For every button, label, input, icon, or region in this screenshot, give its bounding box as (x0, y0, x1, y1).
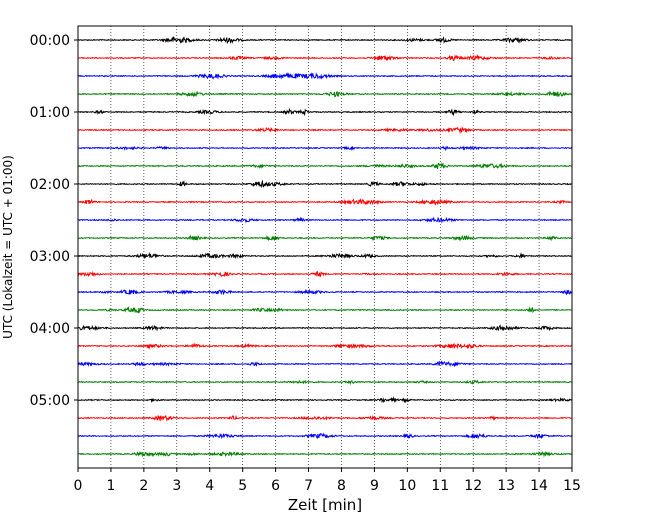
x-tick-label: 8 (337, 478, 346, 494)
x-axis-ticks: 0 1 2 3 4 5 6 7 8 9 10 11 12 13 14 15 (74, 468, 581, 494)
x-tick-label: 5 (238, 478, 247, 494)
trace-line (77, 179, 573, 188)
x-tick-label: 9 (370, 478, 379, 494)
trace-line (77, 145, 573, 152)
trace-line (77, 234, 573, 242)
x-tick-label: 6 (271, 478, 280, 494)
y-tick-label: 01:00 (30, 105, 70, 121)
x-tick-label: 2 (139, 478, 148, 494)
trace-line (77, 107, 573, 117)
trace-line (77, 54, 573, 62)
seismic-traces (77, 36, 573, 458)
trace-line (77, 432, 573, 440)
trace-line (77, 414, 573, 422)
trace-line (77, 379, 573, 386)
trace-line (77, 270, 573, 278)
x-tick-label: 12 (464, 478, 482, 494)
x-tick-label: 4 (205, 478, 214, 494)
x-tick-label: 15 (563, 478, 581, 494)
trace-line (77, 288, 573, 296)
x-tick-label: 3 (172, 478, 181, 494)
trace-line (77, 360, 573, 368)
plot-frame (77, 25, 573, 469)
trace-line (77, 90, 573, 98)
trace-line (77, 161, 573, 170)
x-tick-label: 11 (431, 478, 449, 494)
trace-line (77, 36, 573, 45)
x-tick-label: 7 (304, 478, 313, 494)
x-axis-label: Zeit [min] (288, 496, 362, 514)
y-tick-label: 02:00 (30, 177, 70, 193)
trace-line (77, 342, 573, 350)
trace-line (77, 324, 573, 332)
y-axis-label: UTC (Lokalzeit = UTC + 01:00) (1, 155, 15, 339)
x-tick-label: 13 (497, 478, 515, 494)
trace-line (77, 126, 573, 135)
trace-line (77, 450, 573, 458)
trace-line (77, 216, 573, 224)
x-tick-label: 1 (106, 478, 115, 494)
y-tick-label: 04:00 (30, 321, 70, 337)
trace-line (77, 252, 573, 260)
trace-line (77, 396, 573, 404)
y-axis-ticks: 00:00 01:00 02:00 03:00 04:00 05:00 (30, 33, 78, 409)
y-tick-label: 03:00 (30, 249, 70, 265)
x-tick-label: 14 (530, 478, 548, 494)
trace-line (77, 305, 573, 314)
y-tick-label: 05:00 (30, 393, 70, 409)
trace-line (77, 198, 573, 206)
x-tick-label: 0 (74, 478, 83, 494)
y-tick-label: 00:00 (30, 33, 70, 49)
trace-line (77, 72, 573, 80)
x-tick-label: 10 (398, 478, 416, 494)
